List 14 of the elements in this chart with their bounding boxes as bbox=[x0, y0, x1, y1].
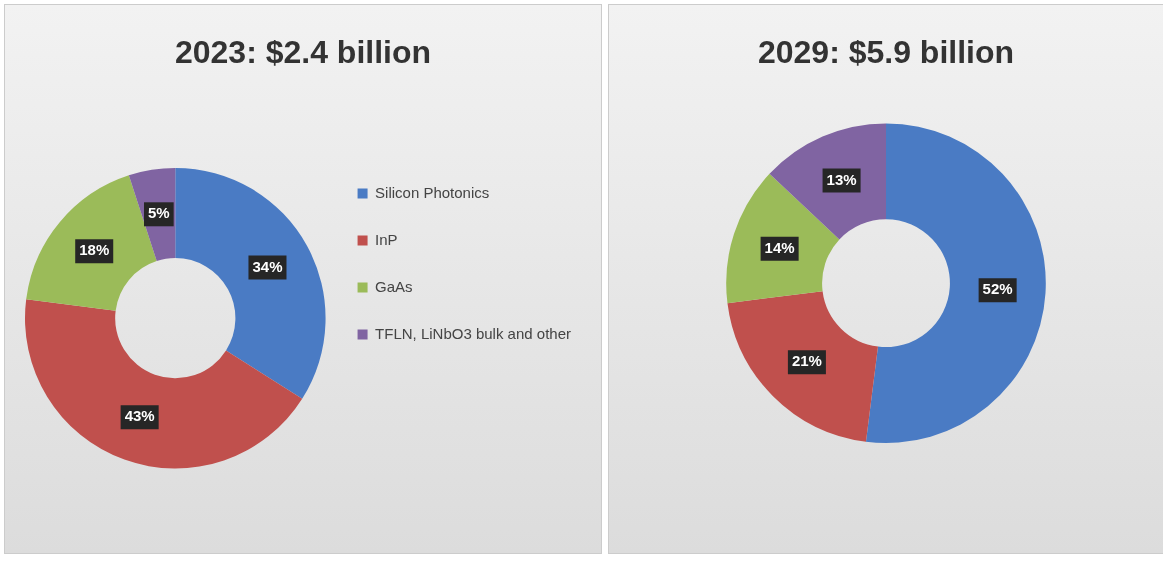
data-label: 52% bbox=[982, 280, 1013, 298]
data-label: 18% bbox=[79, 241, 110, 259]
legend-label: InP bbox=[375, 230, 398, 248]
data-label: 43% bbox=[124, 407, 155, 425]
data-label: 34% bbox=[252, 257, 283, 275]
legend-label: GaAs bbox=[375, 277, 413, 295]
data-label: 13% bbox=[826, 170, 857, 188]
legend-label: TFLN, LiNbO3 bulk and other bbox=[375, 324, 572, 342]
chart-title: 2029: $5.9 billion bbox=[757, 34, 1015, 71]
data-label: 5% bbox=[147, 204, 170, 222]
data-label: 21% bbox=[791, 352, 822, 370]
data-label: 14% bbox=[764, 238, 795, 256]
chart-title: 2023: $2.4 billion bbox=[174, 34, 432, 71]
legend-label: Silicon Photonics bbox=[375, 183, 490, 201]
